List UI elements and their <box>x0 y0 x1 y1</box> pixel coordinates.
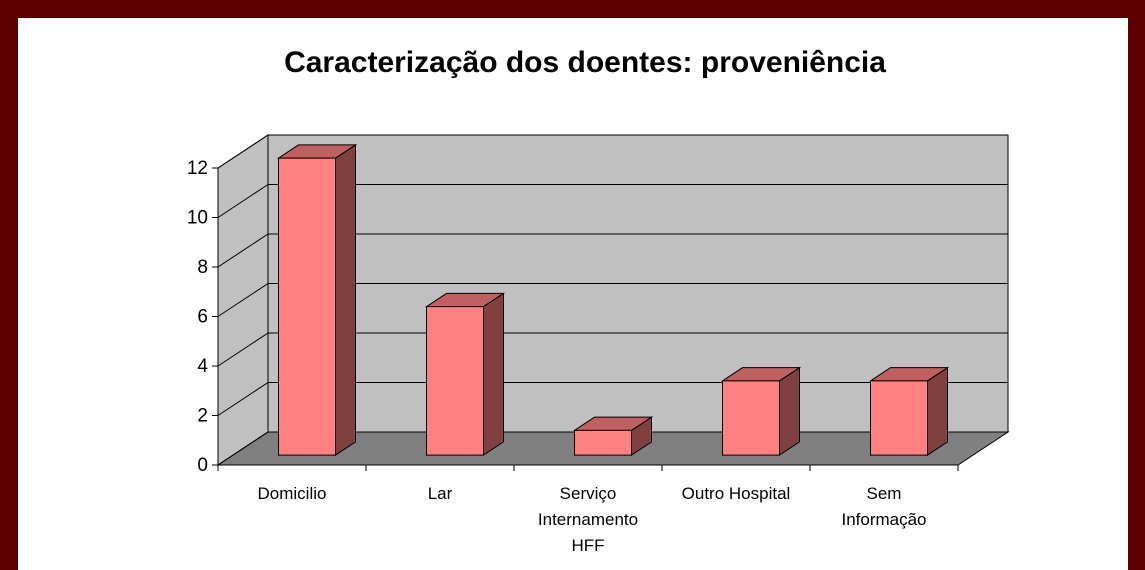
x-tick-label: Lar <box>427 484 453 503</box>
bar <box>572 416 654 457</box>
bar-front <box>870 380 928 456</box>
y-tick-label: 10 <box>187 208 208 229</box>
grid-line <box>217 283 269 317</box>
bar <box>276 143 358 457</box>
x-tick-label: Domicilio <box>257 484 327 503</box>
grid-line <box>217 184 269 218</box>
chart-title: Caracterização dos doentes: proveniência <box>284 46 886 79</box>
bar-front <box>722 380 780 456</box>
grid-line <box>217 233 269 268</box>
y-tick-label: 0 <box>197 455 208 476</box>
y-tick-label: 6 <box>197 307 208 328</box>
grid-line <box>217 332 269 367</box>
bar <box>868 366 950 457</box>
bar-front <box>426 306 484 456</box>
x-tick-label: Serviço Internamento HFF <box>537 484 639 555</box>
bar-side <box>779 366 800 457</box>
bar <box>720 366 802 457</box>
bar-front <box>278 157 336 456</box>
y-tick-label: 4 <box>197 356 208 377</box>
bar <box>424 292 506 457</box>
y-tick-label: 12 <box>187 158 208 179</box>
grid-line <box>217 134 269 169</box>
grid-line <box>217 431 269 466</box>
grid-line <box>217 382 269 416</box>
y-tick-label: 2 <box>197 406 208 427</box>
y-tick-label: 8 <box>197 257 208 278</box>
x-tick-label: Outro Hospital <box>681 484 791 503</box>
bar-side <box>335 143 356 457</box>
bar-front <box>574 429 632 456</box>
bar-side <box>483 292 504 457</box>
bar-side <box>927 366 948 457</box>
x-tick-label: Sem Informação <box>841 484 927 529</box>
